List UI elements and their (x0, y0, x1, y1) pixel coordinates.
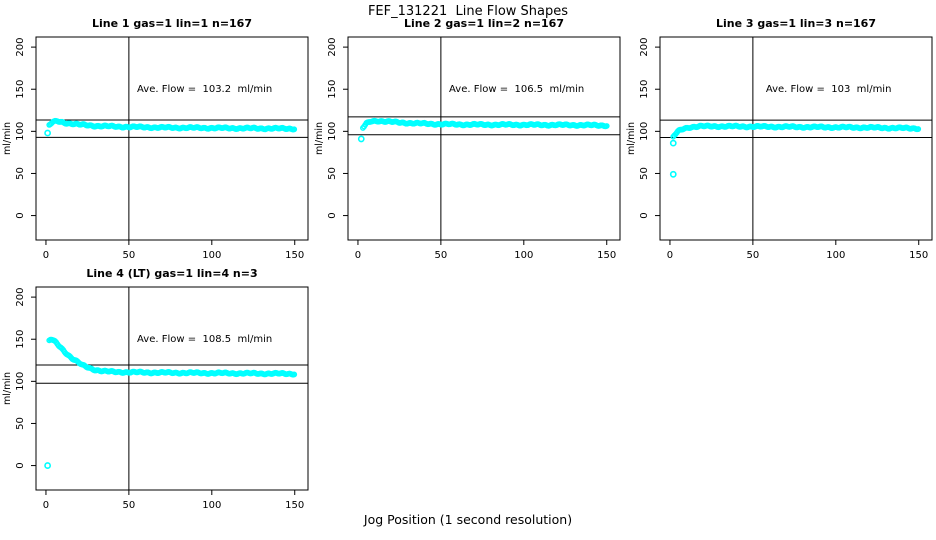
y-axis-label: ml/min (314, 122, 325, 155)
ave-flow-annotation: Ave. Flow = 108.5 ml/min (137, 334, 272, 345)
ave-flow-annotation: Ave. Flow = 103 ml/min (766, 84, 892, 95)
subplot-title: Line 2 gas=1 lin=2 n=167 (403, 17, 564, 30)
plot-box (35, 36, 309, 241)
flow-data-point (603, 123, 610, 129)
subplot-title: Line 3 gas=1 lin=3 n=167 (715, 17, 876, 30)
x-tick-label: 150 (909, 250, 928, 261)
page-title: FEF_131221 Line Flow Shapes (367, 4, 569, 19)
y-axis-label: ml/min (2, 122, 13, 155)
y-tick-label: 150 (327, 80, 338, 99)
y-tick-label: 100 (15, 122, 26, 141)
y-tick-label: 0 (15, 212, 26, 218)
line-3-plot-canvas: 0 50 100 150 200 ml/min 0 50 100 150 Ave. Flow = 1… (626, 36, 933, 261)
x-tick-label: 100 (202, 250, 221, 261)
x-tick-label: 50 (123, 250, 136, 261)
line-2-plot-canvas: 0 50 100 150 200 ml/min 0 50 100 150 Ave. Flow = 1… (314, 36, 621, 261)
y-tick-label: 150 (639, 80, 650, 99)
y-tick-label: 100 (15, 372, 26, 391)
flow-data-point (291, 126, 298, 133)
x-tick-label: 0 (667, 250, 673, 261)
x-tick-label: 100 (202, 500, 221, 511)
x-axis-title: Jog Position (1 second resolution) (363, 512, 573, 527)
flow-data-point (915, 126, 922, 132)
x-tick-label: 150 (285, 500, 304, 511)
x-tick-label: 0 (43, 250, 49, 261)
y-tick-label: 200 (15, 288, 26, 307)
x-tick-label: 0 (43, 500, 49, 511)
x-tick-label: 150 (285, 250, 304, 261)
flow-data-point (291, 371, 298, 378)
x-tick-label: 100 (514, 250, 533, 261)
y-tick-label: 200 (327, 38, 338, 57)
y-tick-label: 200 (639, 38, 650, 57)
subplot-line-4: Line 4 (LT) gas=1 lin=4 n=3 0 50 100 150 200… (2, 266, 312, 514)
y-tick-label: 50 (639, 167, 650, 180)
y-tick-label: 150 (15, 80, 26, 99)
subplot-line-3: Line 3 gas=1 lin=3 n=167 0 50 100 150 200 ml/… (626, 16, 936, 264)
y-tick-label: 200 (15, 38, 26, 57)
y-tick-label: 0 (639, 212, 650, 218)
outlier-data-point (669, 170, 677, 178)
ave-flow-annotation: Ave. Flow = 106.5 ml/min (449, 84, 584, 95)
subplot-title: Line 4 (LT) gas=1 lin=4 n=3 (86, 267, 258, 280)
x-tick-label: 150 (597, 250, 616, 261)
plot-box (347, 36, 621, 241)
y-tick-label: 150 (15, 330, 26, 349)
y-tick-label: 0 (15, 462, 26, 468)
y-axis-label: ml/min (2, 372, 13, 405)
outlier-data-point (669, 139, 677, 147)
y-tick-label: 0 (327, 212, 338, 218)
outlier-data-point (357, 135, 365, 143)
x-tick-label: 0 (355, 250, 361, 261)
outlier-data-point (44, 462, 52, 469)
subplot-line-1: Line 1 gas=1 lin=1 n=167 0 50 100 150 200 ml/… (2, 16, 312, 264)
x-tick-label: 100 (826, 250, 845, 261)
x-tick-label: 50 (435, 250, 448, 261)
x-tick-label: 50 (123, 500, 136, 511)
x-tick-label: 50 (747, 250, 760, 261)
y-tick-label: 100 (639, 122, 650, 141)
y-tick-label: 100 (327, 122, 338, 141)
ave-flow-annotation: Ave. Flow = 103.2 ml/min (137, 84, 272, 95)
y-tick-label: 50 (15, 167, 26, 180)
line-1-plot-canvas: 0 50 100 150 200 ml/min 0 50 100 150 Ave. Flow = 1… (2, 36, 309, 261)
subplot-title: Line 1 gas=1 lin=1 n=167 (91, 17, 252, 30)
y-tick-label: 50 (327, 167, 338, 180)
plot-box (659, 36, 933, 241)
outlier-data-point (44, 129, 52, 137)
plot-box (35, 286, 309, 491)
y-tick-label: 50 (15, 417, 26, 430)
y-axis-label: ml/min (626, 122, 637, 155)
line-4-plot-canvas: 0 50 100 150 200 ml/min 0 50 100 150 Ave. Flow = 1… (2, 286, 309, 511)
subplot-line-2: Line 2 gas=1 lin=2 n=167 0 50 100 150 200 ml/… (314, 16, 624, 264)
